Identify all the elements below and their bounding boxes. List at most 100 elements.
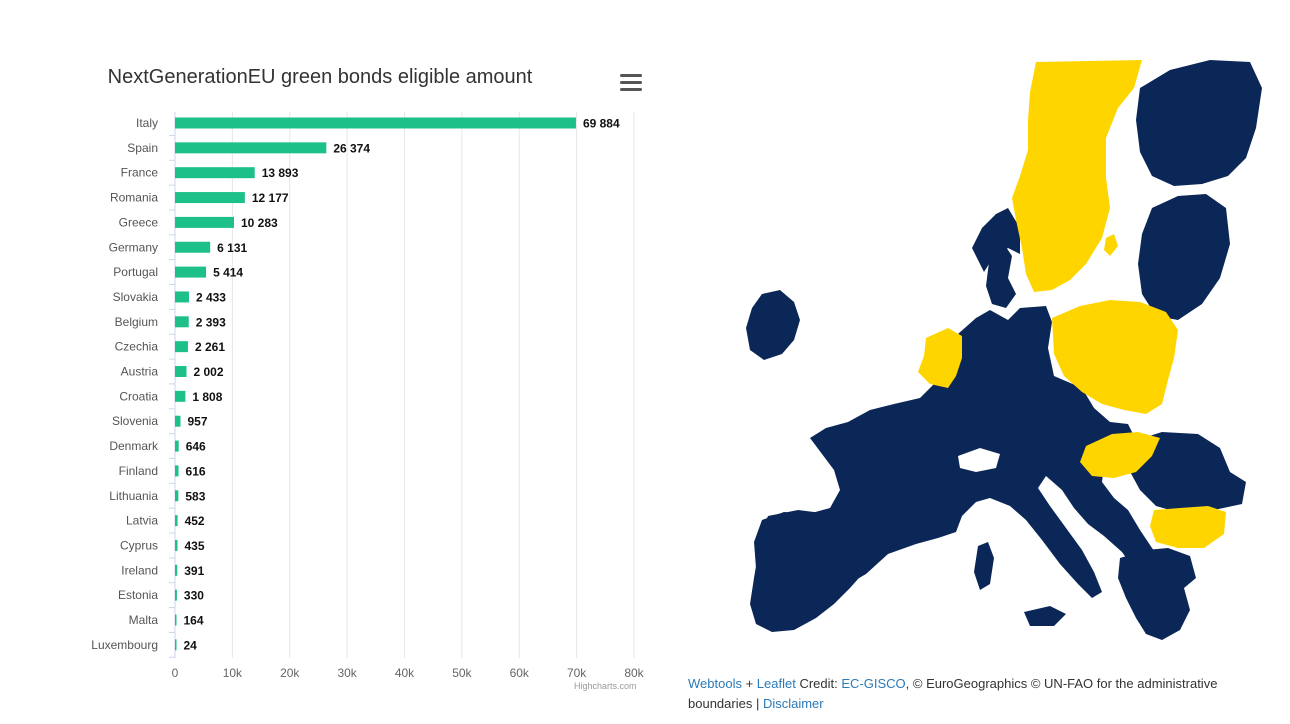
map-region-baltics[interactable]: [1138, 194, 1230, 320]
data-label: 452: [185, 514, 205, 528]
bar[interactable]: [175, 639, 177, 651]
category-label: Luxembourg: [91, 638, 158, 652]
bar[interactable]: [175, 440, 179, 452]
data-label: 2 433: [196, 290, 226, 304]
map-region-gotland[interactable]: [1104, 234, 1118, 256]
map-svg: [746, 60, 1262, 640]
data-label: 2 002: [193, 365, 223, 379]
category-label: Finland: [119, 464, 158, 478]
map-region-sweden[interactable]: [1012, 60, 1142, 292]
data-label: 26 374: [333, 141, 370, 155]
category-label: Austria: [121, 365, 159, 379]
map-region-ireland[interactable]: [746, 290, 800, 360]
bar[interactable]: [175, 390, 186, 402]
data-label: 69 884: [583, 117, 620, 131]
data-label: 957: [187, 415, 207, 429]
data-label: 5 414: [213, 266, 243, 280]
category-label: Croatia: [119, 389, 158, 403]
bar[interactable]: [175, 316, 189, 328]
map-region-sicily[interactable]: [1024, 606, 1066, 626]
x-tick-label: 20k: [280, 666, 300, 680]
data-label: 435: [184, 539, 204, 553]
bar-chart: 0 10k 20k 30k 40k 50k 60k 70k 80k Italy 69 884 Spai…: [91, 112, 645, 680]
bar[interactable]: [175, 291, 189, 303]
map-region-switzerland: [958, 448, 1000, 472]
webtools-link[interactable]: Webtools: [688, 676, 742, 691]
map-region-iberia[interactable]: [750, 510, 896, 632]
bar[interactable]: [175, 341, 188, 353]
data-label: 2 261: [195, 340, 225, 354]
data-label: 616: [186, 464, 206, 478]
category-label: Slovenia: [112, 414, 158, 428]
data-label: 164: [184, 614, 204, 628]
bar[interactable]: [175, 167, 255, 179]
disclaimer-link[interactable]: Disclaimer: [762, 696, 824, 711]
bar[interactable]: [175, 490, 179, 502]
category-label: Romania: [110, 191, 158, 205]
map-region-greece[interactable]: [1118, 548, 1196, 640]
chart-credits[interactable]: Highcharts.com: [574, 681, 637, 691]
data-label: 1 808: [192, 390, 222, 404]
x-tick-label: 40k: [395, 666, 415, 680]
category-label: Malta: [129, 613, 159, 627]
category-label: Germany: [109, 240, 158, 254]
data-label: 24: [184, 638, 198, 652]
category-label: Lithuania: [109, 489, 158, 503]
bar[interactable]: [175, 589, 177, 601]
map-region-netherlands[interactable]: [918, 328, 962, 388]
chart-title: NextGenerationEU green bonds eligible am…: [107, 66, 533, 88]
data-label: 12 177: [252, 191, 289, 205]
bar[interactable]: [175, 564, 178, 576]
chart-panel: NextGenerationEU green bonds eligible am…: [91, 66, 645, 691]
data-label: 391: [184, 564, 204, 578]
category-label: Czechia: [115, 340, 159, 354]
ec-gisco-link[interactable]: EC-GISCO: [841, 676, 906, 691]
bar[interactable]: [175, 241, 211, 253]
map-attribution: Webtools + Leaflet Credit: EC-GISCO, © E…: [688, 674, 1258, 714]
category-label: Greece: [119, 215, 159, 229]
map-region-hungary[interactable]: [1080, 432, 1160, 478]
data-label: 2 393: [196, 315, 226, 329]
category-label: Denmark: [109, 439, 159, 453]
category-label: Slovakia: [113, 290, 159, 304]
bar[interactable]: [175, 539, 178, 551]
leaflet-link[interactable]: Leaflet: [756, 676, 796, 691]
x-tick-label: 50k: [452, 666, 472, 680]
category-label: Estonia: [118, 588, 158, 602]
category-label: Italy: [136, 116, 158, 130]
bar[interactable]: [175, 117, 576, 129]
chart-menu-icon[interactable]: [620, 74, 642, 92]
x-tick-label: 70k: [567, 666, 587, 680]
bar[interactable]: [175, 515, 178, 527]
data-label: 13 893: [262, 166, 299, 180]
attribution-credit-prefix: Credit:: [795, 676, 842, 691]
category-label: France: [121, 166, 159, 180]
bar[interactable]: [175, 614, 177, 626]
x-tick-label: 10k: [223, 666, 243, 680]
map-region-norway[interactable]: [972, 208, 1020, 272]
map-region-bulgaria[interactable]: [1150, 506, 1226, 548]
category-label: Ireland: [121, 563, 158, 577]
bar[interactable]: [175, 366, 187, 377]
category-label: Latvia: [126, 514, 158, 528]
bar[interactable]: [175, 216, 234, 228]
data-label: 6 131: [217, 241, 247, 255]
bar[interactable]: [175, 142, 327, 154]
category-label: Portugal: [113, 265, 158, 279]
data-label: 646: [186, 440, 206, 454]
map-region-sardinia[interactable]: [974, 542, 994, 590]
bar[interactable]: [175, 192, 245, 204]
bar[interactable]: [175, 415, 181, 427]
category-label: Spain: [127, 141, 158, 155]
map-region-finland[interactable]: [1136, 60, 1262, 186]
attribution-credit-suffix: , © EuroGeographics © UN-FAO for the adm…: [688, 676, 1218, 711]
europe-map[interactable]: [690, 58, 1290, 668]
attribution-plus: +: [741, 676, 757, 691]
data-label: 10 283: [241, 216, 278, 230]
bar[interactable]: [175, 465, 179, 477]
bar[interactable]: [175, 266, 207, 278]
map-region-poland[interactable]: [1052, 300, 1178, 414]
category-label: Belgium: [115, 315, 158, 329]
map-region-romania[interactable]: [1128, 432, 1246, 514]
map-region-denmark[interactable]: [986, 244, 1016, 308]
